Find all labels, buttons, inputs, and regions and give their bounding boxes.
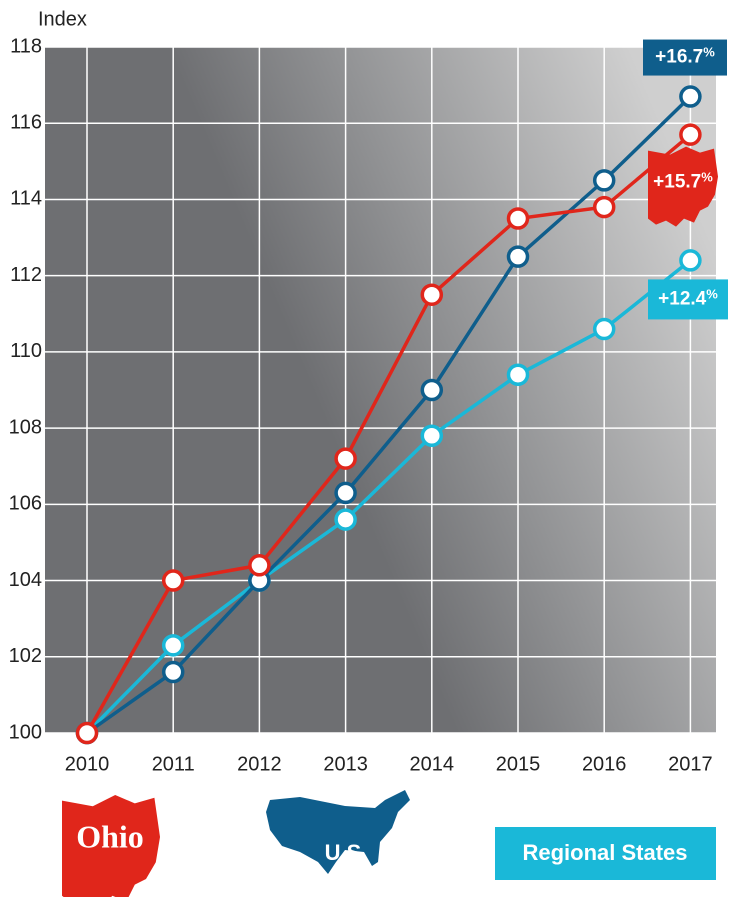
- data-point: [679, 249, 702, 272]
- y-tick-label: 100: [9, 721, 42, 743]
- legend-label: Ohio: [76, 818, 144, 854]
- y-tick-label: 118: [10, 35, 42, 57]
- x-tick-label: 2010: [65, 753, 110, 775]
- end-label-value: +15.7: [653, 172, 701, 193]
- y-tick-label: 108: [9, 416, 42, 438]
- data-point: [420, 283, 444, 306]
- end-label-box: [648, 279, 728, 320]
- data-point: [161, 660, 185, 684]
- data-point: [506, 207, 530, 230]
- data-point: [75, 721, 99, 745]
- series-line: [85, 95, 692, 735]
- end-label: +12.4%: [658, 287, 718, 310]
- x-tick-label: 2015: [496, 753, 541, 775]
- data-point: [248, 554, 271, 577]
- x-tick-label: 2014: [410, 753, 455, 775]
- x-tick-label: 2011: [152, 753, 195, 775]
- end-label-shape: [648, 146, 718, 227]
- end-label-unit: %: [706, 287, 718, 302]
- data-point: [334, 508, 357, 531]
- series-line: [85, 133, 692, 734]
- end-label-box: [643, 39, 727, 76]
- legend-us-shape: [266, 790, 410, 874]
- end-label-unit: %: [703, 45, 715, 60]
- y-axis-label: Index: [38, 8, 87, 30]
- y-tick-label: 106: [9, 493, 42, 515]
- series-line: [85, 259, 692, 735]
- x-tick-label: 2012: [237, 753, 282, 775]
- data-point: [506, 363, 530, 387]
- y-tick-label: 104: [9, 569, 42, 591]
- data-point: [334, 447, 357, 470]
- end-label: +15.7%: [653, 170, 713, 193]
- x-tick-label: 2016: [582, 753, 627, 775]
- y-tick-label: 114: [10, 188, 42, 210]
- end-label: +16.7%: [655, 45, 715, 68]
- legend-label: U.S.: [325, 840, 368, 865]
- y-tick-label: 112: [10, 264, 42, 286]
- data-point: [161, 634, 185, 657]
- x-tick-label: 2017: [668, 753, 713, 775]
- end-label-unit: %: [701, 170, 713, 185]
- data-point: [592, 169, 616, 192]
- y-tick-label: 116: [10, 112, 42, 134]
- y-tick-label: 102: [9, 645, 42, 667]
- data-point: [161, 569, 185, 592]
- x-tick-label: 2013: [323, 753, 368, 775]
- data-point: [506, 245, 530, 268]
- legend-label: Regional States: [522, 840, 687, 865]
- data-point: [592, 317, 616, 341]
- legend-box: [495, 827, 716, 880]
- data-point: [679, 123, 702, 146]
- data-point: [420, 378, 444, 402]
- data-point: [592, 195, 616, 219]
- end-label-value: +12.4: [658, 288, 707, 309]
- legend-ohio-shape: [62, 795, 160, 897]
- data-point: [334, 481, 357, 505]
- data-point: [679, 85, 702, 108]
- y-tick-label: 110: [10, 340, 42, 362]
- data-point: [420, 424, 444, 447]
- end-label-value: +16.7: [655, 47, 703, 68]
